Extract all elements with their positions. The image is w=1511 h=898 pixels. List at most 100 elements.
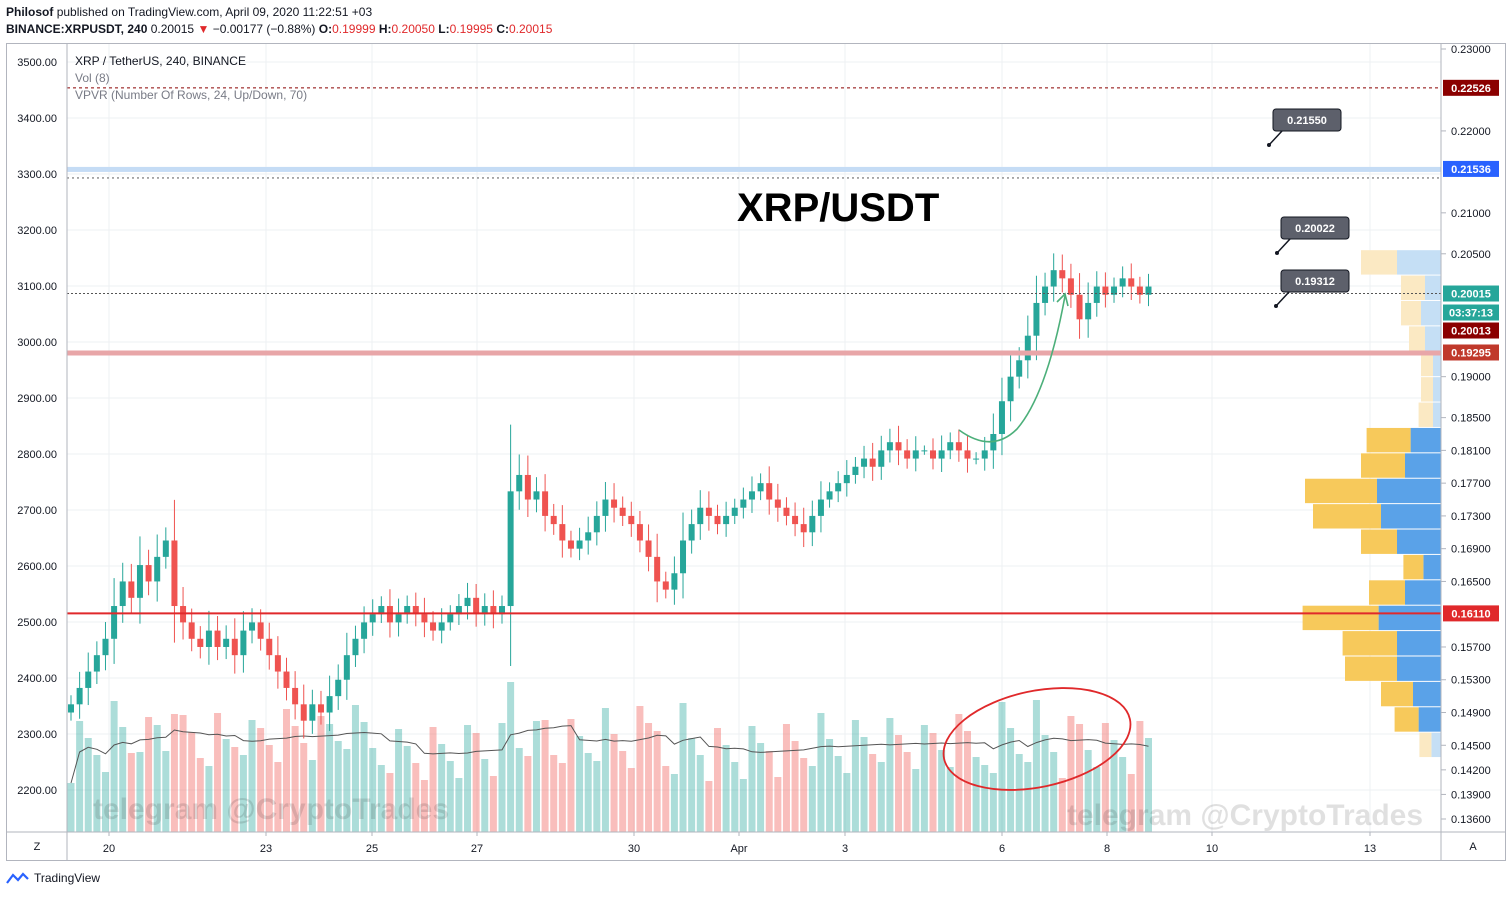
candle-body — [585, 532, 592, 541]
callout-2[interactable]: 0.20022 — [1275, 216, 1350, 255]
left-axis-tick: 2800.00 — [17, 449, 57, 461]
candle-body — [171, 540, 178, 607]
vpvr-up-bar — [1369, 580, 1405, 605]
volume-bar — [610, 734, 618, 832]
time-axis[interactable]: 20 23 25 27 30 Apr 3 6 8 10 13 — [103, 832, 1376, 855]
volume-bar — [265, 745, 273, 832]
price-level-tag — [1443, 79, 1499, 96]
candle-body — [680, 540, 687, 574]
right-axis-tick: 0.15300 — [1451, 675, 1491, 687]
volume-bar — [162, 751, 170, 832]
candle-body — [274, 655, 281, 672]
candle-body — [792, 515, 799, 525]
time-axis-tick: 8 — [1104, 843, 1110, 855]
volume-bar — [507, 682, 515, 832]
volume-bar — [515, 748, 523, 832]
vpvr-up-bar — [1345, 656, 1397, 681]
volume-bar — [662, 766, 670, 832]
footer-brand-text: TradingView — [34, 871, 101, 885]
legend-vpvr[interactable]: VPVR (Number Of Rows, 24, Up/Down, 70) — [75, 88, 307, 102]
footer-brand[interactable]: TradingView — [6, 871, 100, 885]
right-axis-tick: 0.17700 — [1451, 478, 1491, 490]
volume-bar — [619, 751, 627, 832]
volume-bar — [989, 773, 997, 832]
candle-body — [205, 630, 212, 647]
legend-symbol[interactable]: XRP / TetherUS, 240, BINANCE — [75, 54, 246, 68]
volume-bar — [1093, 767, 1101, 832]
right-axis-tick: 0.14900 — [1451, 708, 1491, 720]
volume-bar — [1145, 738, 1152, 832]
left-axis-tick: 3300.00 — [17, 169, 57, 181]
volume-bar — [929, 733, 937, 832]
candle-body — [421, 614, 428, 623]
vpvr-up-bar — [1421, 377, 1433, 402]
red-highlight-circle — [942, 687, 1132, 791]
candle-body — [973, 458, 980, 460]
volume-bar — [938, 750, 946, 832]
vpvr-up-bar — [1305, 478, 1377, 504]
vpvr-up-bar — [1361, 250, 1397, 275]
volume-bar — [334, 741, 342, 832]
volume-bar — [1136, 721, 1144, 832]
volume-bar — [429, 727, 437, 832]
candle-body — [748, 491, 755, 500]
volume-bar — [231, 747, 239, 832]
candle-body — [998, 401, 1005, 434]
callout-3[interactable]: 0.19312 — [1274, 269, 1350, 308]
candle-body — [731, 507, 738, 516]
price-level-tag — [1443, 304, 1499, 321]
candle-body — [636, 524, 643, 541]
candle-body — [912, 450, 919, 459]
price-change: −0.00177 (−0.88%) — [212, 22, 316, 36]
callout-1[interactable]: 0.21550 — [1267, 108, 1342, 147]
legend-volume[interactable]: Vol (8) — [75, 71, 110, 85]
candle-body — [766, 483, 773, 500]
volume-bar — [886, 718, 894, 832]
chart-container[interactable]: 3500.00 3400.00 3300.00 3200.00 3100.00 3000.… — [6, 43, 1506, 861]
candle-body — [930, 450, 936, 459]
volume-bar — [1101, 723, 1109, 832]
price-chart[interactable]: 3500.00 3400.00 3300.00 3200.00 3100.00 3000.… — [7, 44, 1505, 860]
vpvr-histogram — [1302, 250, 1441, 758]
candle-body — [395, 614, 402, 623]
volume-bar — [972, 757, 980, 832]
volume-bar — [93, 755, 101, 832]
candle-body — [1145, 286, 1152, 295]
candle-body — [869, 458, 876, 467]
auto-scale-button[interactable]: A — [1469, 841, 1477, 853]
vpvr-up-bar — [1418, 402, 1433, 427]
candle-body — [567, 540, 574, 549]
vpvr-down-bar — [1397, 631, 1441, 656]
candle-body — [895, 442, 902, 451]
volume-bar — [550, 755, 558, 832]
candle-body — [214, 630, 221, 647]
right-axis-tick: 0.14500 — [1451, 740, 1491, 752]
volume-bar — [851, 720, 859, 832]
volume-bar — [826, 739, 834, 832]
publisher-name: Philosof — [6, 5, 54, 19]
volume-bar — [67, 783, 75, 832]
low-value: 0.19995 — [449, 22, 493, 36]
volume-bar — [1067, 716, 1075, 832]
candle-body — [240, 630, 247, 656]
volume-bar — [1119, 757, 1127, 832]
support-zone[interactable] — [67, 350, 1441, 356]
symbol-label: BINANCE:XRPUSDT, 240 — [6, 22, 148, 36]
volume-bar — [248, 720, 256, 832]
green-arrow-curve — [958, 295, 1066, 443]
zoom-corner-button[interactable]: Z — [34, 841, 41, 853]
price-level-tag-text: 0.22526 — [1451, 83, 1491, 95]
right-axis-tick: 0.16500 — [1451, 576, 1491, 588]
price-level-tag-text: 03:37:13 — [1449, 308, 1493, 320]
resistance-zone[interactable] — [67, 166, 1441, 172]
volume-bar — [291, 726, 299, 832]
right-price-axis[interactable]: 0.23000 0.22000 0.21000 0.20500 0.19000 0.185… — [1441, 44, 1491, 826]
right-axis-tick: 0.21000 — [1451, 208, 1491, 220]
left-price-axis[interactable]: 3500.00 3400.00 3300.00 3200.00 3100.00 3000.… — [17, 57, 57, 797]
volume-bar — [308, 760, 316, 832]
candle-body — [162, 540, 169, 557]
candle-body — [619, 507, 626, 516]
candle-body — [1085, 302, 1092, 320]
left-axis-tick: 3500.00 — [17, 57, 57, 69]
low-label: L: — [438, 22, 450, 36]
